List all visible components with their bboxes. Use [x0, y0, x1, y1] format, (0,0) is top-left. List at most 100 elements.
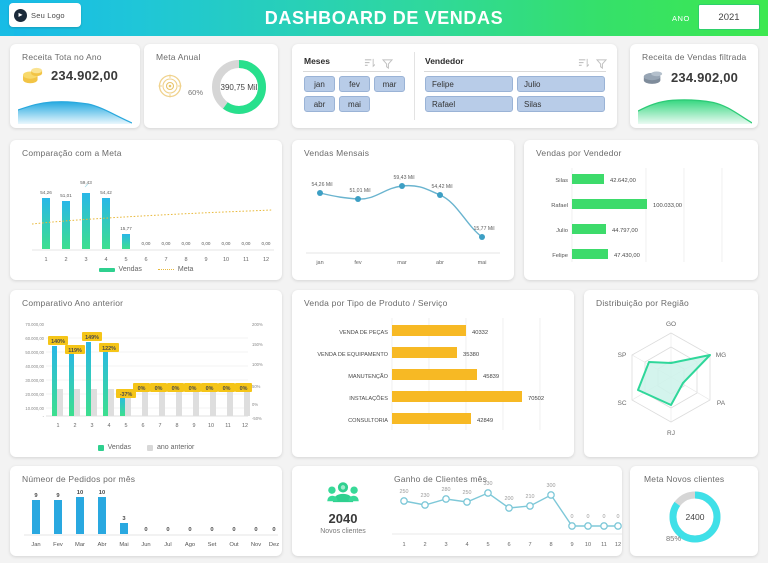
svg-text:VENDA DE PEÇAS: VENDA DE PEÇAS	[339, 330, 388, 336]
svg-text:Rafael: Rafael	[551, 203, 568, 209]
svg-text:47.430,00: 47.430,00	[614, 253, 640, 259]
svg-text:Jan: Jan	[31, 542, 40, 548]
slicer-divider	[414, 52, 415, 120]
svg-text:11: 11	[225, 423, 231, 429]
clear-filter-icon[interactable]	[595, 56, 608, 70]
slicer-item-jan[interactable]: jan	[304, 76, 335, 92]
slicer-item-julio[interactable]: Julio	[517, 76, 605, 92]
slicer-item-abr[interactable]: abr	[304, 96, 335, 112]
clear-filter-icon[interactable]	[381, 56, 394, 70]
svg-text:0,00: 0,00	[162, 241, 171, 246]
kpi-novos-clientes: 2040 Novos clientes	[306, 480, 380, 535]
svg-text:4: 4	[108, 423, 111, 429]
slicer-item-silas[interactable]: Silas	[517, 96, 605, 112]
slicer-item-felipe[interactable]: Felipe	[425, 76, 513, 92]
svg-text:10: 10	[99, 490, 105, 496]
svg-text:4: 4	[104, 257, 107, 263]
card-receita-filtrada: Receita de Vendas filtrada 234.902,00	[630, 44, 758, 128]
svg-text:Fev: Fev	[53, 542, 63, 548]
svg-text:Nov: Nov	[251, 542, 261, 548]
slicer-item-fev[interactable]: fev	[339, 76, 370, 92]
svg-text:3: 3	[91, 423, 94, 429]
svg-text:250: 250	[400, 489, 409, 495]
svg-text:7: 7	[528, 542, 531, 548]
chart-venda-por-tipo-de-produto[interactable]: VENDA DE PEÇAS VENDA DE EQUIPAMENTO MANU…	[292, 290, 574, 457]
svg-text:5: 5	[124, 257, 127, 263]
svg-text:200%: 200%	[252, 322, 263, 327]
novos-clientes-caption: Novos clientes	[320, 528, 366, 535]
card-comparacao-com-a-meta: Comparação com a Meta 54,26 51,01 59,43	[10, 140, 282, 280]
svg-text:0: 0	[617, 514, 620, 520]
svg-text:8: 8	[184, 257, 187, 263]
svg-text:0,00: 0,00	[142, 241, 151, 246]
year-slicer[interactable]: 2021	[698, 4, 760, 30]
slicer-item-rafael[interactable]: Rafael	[425, 96, 513, 112]
svg-text:54,26 Mil: 54,26 Mil	[311, 182, 332, 188]
card-meta-novos-clientes: Meta Novos clientes 2400 85%	[630, 466, 758, 556]
svg-text:1: 1	[44, 257, 47, 263]
svg-text:0%: 0%	[223, 386, 231, 392]
chart-comparacao-com-a-meta[interactable]: 54,26 51,01 59,43 54,42 15,77 0,00 0,00 …	[10, 140, 282, 280]
svg-text:0,00: 0,00	[262, 241, 271, 246]
legend-item-meta: Meta	[157, 266, 194, 273]
svg-text:0: 0	[587, 514, 590, 520]
card-title: Meta Novos clientes	[644, 474, 725, 484]
svg-text:3: 3	[84, 257, 87, 263]
svg-text:6: 6	[142, 423, 145, 429]
svg-text:8: 8	[176, 423, 179, 429]
svg-text:11: 11	[243, 257, 249, 263]
svg-text:0: 0	[272, 527, 275, 533]
chart-vendas-mensais[interactable]: 54,26 Mil 51,01 Mil 59,43 Mil 54,42 Mil …	[292, 140, 514, 280]
svg-text:0%: 0%	[172, 386, 180, 392]
svg-text:210: 210	[526, 494, 535, 500]
svg-text:149%: 149%	[85, 335, 99, 341]
donut-percent-label: 60%	[188, 88, 204, 97]
slicer-item-mar[interactable]: mar	[374, 76, 405, 92]
novos-clientes-value: 2040	[328, 511, 358, 526]
svg-text:Mai: Mai	[119, 542, 128, 548]
svg-text:5: 5	[486, 542, 489, 548]
chart-ganho-de-clientes-mes[interactable]: 250 230 280 250 330 200 210 300 0 0 0 0 …	[292, 466, 622, 556]
svg-text:200: 200	[505, 496, 514, 502]
chart-title: Venda por Tipo de Produto / Serviço	[304, 298, 448, 308]
card-vendas-por-vendedor: Vendas por Vendedor Silas Rafael Julio F…	[524, 140, 758, 280]
svg-text:45839: 45839	[483, 374, 499, 380]
donut-center-value: 390,75 Mil	[220, 82, 258, 92]
svg-text:70.000,00: 70.000,00	[25, 322, 44, 327]
svg-text:9: 9	[56, 493, 60, 499]
svg-text:0%: 0%	[252, 402, 258, 407]
svg-text:330: 330	[484, 481, 493, 487]
logo-chip[interactable]: ▸ Seu Logo	[9, 3, 81, 27]
slicer-vendedor-icons	[578, 56, 608, 70]
svg-text:54,26: 54,26	[40, 190, 52, 195]
svg-text:Jul: Jul	[164, 542, 171, 548]
svg-text:300: 300	[547, 483, 556, 489]
svg-text:50.000,00: 50.000,00	[25, 350, 44, 355]
chart-numero-de-pedidos-por-mes[interactable]: 9 9 10 10 3 0 0 0 0 0 0 0 Jan Fev Mar Abr M…	[10, 466, 282, 556]
svg-text:9: 9	[570, 542, 573, 548]
legend-swatch	[98, 267, 115, 272]
donut-center-value: 2400	[685, 512, 705, 522]
card-slicers: Meses jan fev mar abr mai Vendedor Felip…	[292, 44, 617, 128]
svg-text:10.000,00: 10.000,00	[25, 406, 44, 411]
chart-vendas-por-vendedor[interactable]: Silas Rafael Julio Felipe 42.642,00 100.…	[524, 140, 758, 280]
svg-text:0,00: 0,00	[242, 241, 251, 246]
svg-text:0: 0	[232, 527, 235, 533]
slicer-item-mai[interactable]: mai	[339, 96, 370, 112]
chart-distribuicao-por-regiao[interactable]: GO MG PA RJ SC SP	[584, 290, 758, 457]
svg-text:59,43: 59,43	[80, 180, 92, 185]
svg-text:0,00: 0,00	[202, 241, 211, 246]
sort-icon[interactable]	[578, 56, 590, 68]
svg-text:7: 7	[164, 257, 167, 263]
svg-text:abr: abr	[436, 260, 444, 266]
svg-text:59,43 Mil: 59,43 Mil	[393, 175, 414, 181]
svg-text:15,77: 15,77	[120, 226, 132, 231]
legend-label: Meta	[177, 266, 194, 273]
svg-text:1: 1	[402, 542, 405, 548]
chart-comparativo-ano-anterior[interactable]: 70.000,00 60.000,00 50.000,00 40.000,00 …	[10, 290, 282, 457]
legend-label: ano anterior	[157, 444, 195, 451]
sort-icon[interactable]	[364, 56, 376, 68]
page-title: DASHBOARD DE VENDAS	[264, 7, 504, 28]
svg-text:0,00: 0,00	[222, 241, 231, 246]
